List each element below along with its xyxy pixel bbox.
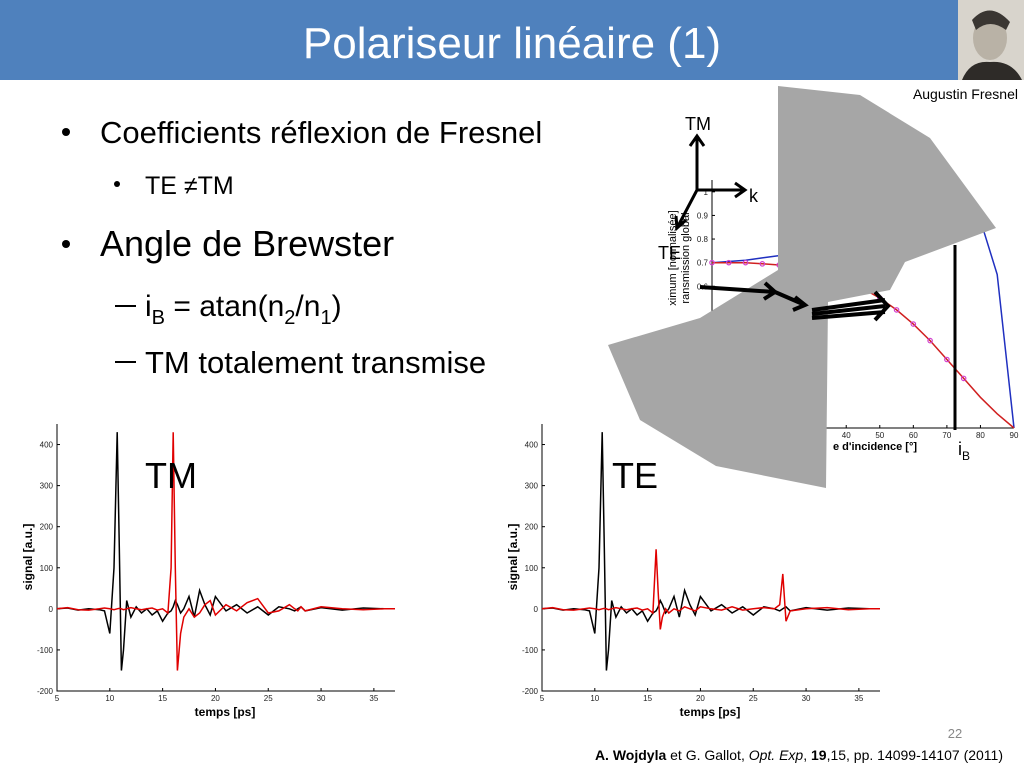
y-tick-label: -100 — [522, 646, 539, 655]
y-tick-label: 300 — [525, 482, 539, 491]
x-tick-label: 40 — [842, 431, 851, 440]
x-tick-label: 10 — [105, 694, 114, 703]
bullet: TE ≠TM — [145, 172, 234, 200]
y-tick-label: -200 — [522, 687, 539, 696]
page-number: 22 — [948, 726, 962, 741]
x-axis-label: temps [ps] — [680, 705, 741, 719]
series-line — [56, 432, 395, 671]
citation-part: , — [803, 747, 811, 763]
y-tick-label: 400 — [525, 441, 539, 450]
chart-annotation: TM — [145, 455, 197, 496]
y-tick-label: 0 — [49, 605, 54, 614]
y-axis-label: ransmission global — [680, 212, 692, 303]
x-tick-label: 30 — [317, 694, 326, 703]
brewster-i: i — [958, 439, 962, 459]
y-axis-label: signal [a.u.] — [506, 524, 520, 591]
x-tick-label: 20 — [211, 694, 220, 703]
portrait-caption: Augustin Fresnel — [913, 86, 1018, 102]
x-tick-label: 15 — [643, 694, 652, 703]
x-tick-label: 5 — [55, 694, 60, 703]
y-tick-label: 100 — [40, 564, 54, 573]
bullet: iB = atan(n2/n1) — [145, 290, 342, 329]
chart: -200 -100 0 100 200 300 400 5 10 15 20 25 30 35 TE temp… — [506, 424, 880, 719]
formula-part: /n — [295, 290, 320, 323]
marker — [742, 259, 749, 266]
bullet: Coefficients réflexion de Fresnel — [100, 115, 542, 150]
y-tick-label: 200 — [40, 523, 54, 532]
formula-part: i — [145, 290, 152, 323]
bullet: Angle de Brewster — [100, 223, 394, 264]
y-tick-label: 200 — [525, 523, 539, 532]
y-axis-label: signal [a.u.] — [21, 524, 35, 591]
series-line — [541, 432, 880, 671]
axis-te: TE — [658, 243, 681, 263]
y-tick-label: -200 — [37, 687, 54, 696]
x-tick-label: 10 — [590, 694, 599, 703]
series-line — [541, 549, 880, 630]
citation: A. Wojdyla et G. Gallot, Opt. Exp, 19,15… — [595, 747, 1003, 763]
y-tick-label: 1 — [704, 188, 709, 197]
chart: -200 -100 0 100 200 300 400 5 10 15 20 25 30 35 TM temp… — [21, 424, 395, 719]
x-tick-label: 20 — [696, 694, 705, 703]
y-tick-label: 0.9 — [697, 211, 709, 220]
x-tick-label: 80 — [976, 431, 985, 440]
formula-sub: 2 — [284, 307, 295, 329]
header-band — [0, 0, 1024, 80]
citation-part: Opt. Exp — [749, 747, 804, 763]
citation-part: 19 — [811, 747, 827, 763]
x-tick-label: 90 — [1010, 431, 1019, 440]
axes-frame — [541, 424, 880, 692]
axis-k: k — [749, 186, 759, 206]
marker — [725, 259, 732, 266]
slide-title: Polariseur linéaire (1) — [303, 19, 721, 68]
y-tick-label: 0 — [534, 605, 539, 614]
series-line — [56, 432, 395, 671]
formula-part: = atan(n — [165, 290, 284, 323]
x-tick-label: 50 — [875, 431, 884, 440]
formula-part: ) — [332, 290, 342, 323]
brewster-label: iB — [958, 439, 970, 463]
axes-frame — [56, 424, 395, 692]
formula-sub: B — [152, 307, 165, 329]
x-tick-label: 25 — [749, 694, 758, 703]
marker — [709, 259, 715, 266]
formula-sub: 1 — [320, 307, 331, 329]
marker — [927, 337, 933, 344]
x-tick-label: 35 — [369, 694, 378, 703]
y-tick-label: 0.8 — [697, 235, 709, 244]
x-tick-label: 60 — [909, 431, 918, 440]
y-tick-label: 400 — [40, 441, 54, 450]
bullet: TM totalement transmise — [145, 345, 486, 380]
axis-tm: TM — [685, 114, 711, 134]
x-tick-label: 25 — [264, 694, 273, 703]
y-axis-label: ximum [normalisée] — [667, 210, 679, 305]
marker — [910, 321, 917, 327]
portrait — [958, 0, 1024, 80]
y-tick-label: 300 — [40, 482, 54, 491]
marker — [893, 307, 900, 313]
x-axis-label: e d'incidence [°] — [833, 441, 917, 453]
marker — [944, 356, 950, 363]
x-tick-label: 35 — [854, 694, 863, 703]
y-tick-label: -100 — [37, 646, 54, 655]
marker — [960, 375, 967, 382]
marker — [759, 261, 766, 267]
citation-part: et G. Gallot, — [666, 747, 748, 763]
y-tick-label: 100 — [525, 564, 539, 573]
bullets: Coefficients réflexion de Fresnel TE ≠TM… — [62, 115, 542, 380]
x-axis-label: temps [ps] — [195, 705, 256, 719]
brewster-sub: B — [962, 449, 970, 463]
x-tick-label: 30 — [802, 694, 811, 703]
citation-part: A. Wojdyla — [595, 747, 667, 763]
chart-annotation: TE — [612, 455, 658, 496]
x-tick-label: 15 — [158, 694, 167, 703]
citation-part: ,15, pp. 14099-14107 (2011) — [827, 747, 1003, 763]
overlay — [608, 86, 996, 488]
x-tick-label: 5 — [540, 694, 545, 703]
y-tick-label: 0.7 — [697, 259, 709, 268]
x-tick-label: 70 — [942, 431, 951, 440]
